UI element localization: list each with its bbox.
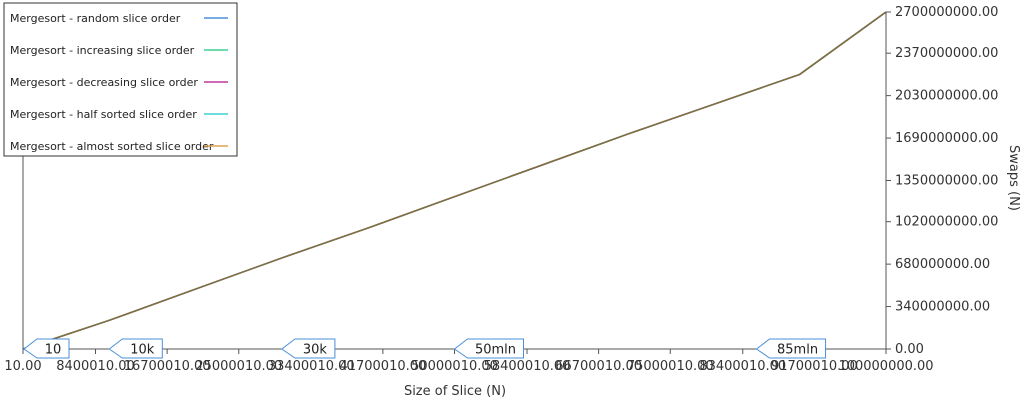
y-tick-label: 340000000.00 [895, 300, 990, 315]
y-tick-label: 2030000000.00 [895, 89, 998, 104]
x-tick-label: 50000010.00 [411, 359, 498, 374]
y-tick-label: 1690000000.00 [895, 131, 998, 146]
x-tick-label: 100000000.00 [838, 359, 933, 374]
legend-entry-0: Mergesort - random slice order [10, 12, 228, 25]
marker-label: 10k [130, 343, 155, 358]
x-tick-label: 58400010.00 [484, 359, 571, 374]
y-tick-label: 1020000000.00 [895, 215, 998, 230]
legend-label: Mergesort - random slice order [10, 12, 181, 25]
x-tick-label: 33400010.00 [268, 359, 355, 374]
x-markers: 10 10k 30k 50mln 85mln [23, 338, 827, 359]
marker-label: 10 [45, 343, 62, 358]
legend-label: Mergesort - decreasing slice order [10, 76, 198, 89]
series-lines [22, 11, 887, 350]
y-axis-title: Swaps (N) [1006, 145, 1021, 211]
x-axis-title: Size of Slice (N) [404, 384, 506, 399]
legend-entry-3: Mergesort - half sorted slice order [10, 108, 228, 121]
y-tick-label: 1350000000.00 [895, 174, 998, 189]
x-tick-label: 16700010.00 [124, 359, 211, 374]
legend-box [3, 2, 238, 157]
marker-tag-shape [281, 338, 336, 359]
legend: Mergesort - random slice order Mergesort … [3, 2, 238, 157]
marker-label: 85mln [777, 343, 818, 358]
y-tick-label: 2370000000.00 [895, 46, 998, 61]
y-tick-label: 680000000.00 [895, 257, 990, 272]
x-tick-label: 8400010.00 [56, 359, 135, 374]
y-axis-ticks: 0.00 340000000.00 680000000.00 1020000000.0… [886, 5, 998, 357]
legend-label: Mergesort - half sorted slice order [10, 108, 197, 121]
x-tick-label: 41700010.00 [339, 359, 426, 374]
legend-label: Mergesort - almost sorted slice order [10, 140, 214, 153]
marker-10: 10 [23, 338, 70, 359]
marker-30k: 30k [281, 338, 336, 359]
marker-85mln: 85mln [755, 338, 827, 359]
x-tick-label: 25000010.00 [195, 359, 282, 374]
y-tick-label: 2700000000.00 [895, 5, 998, 20]
marker-10k: 10k [108, 338, 163, 359]
marker-tag-shape [108, 338, 163, 359]
x-tick-label: 10.00 [4, 359, 41, 374]
marker-tag-shape [755, 338, 827, 359]
legend-entry-4: Mergesort - almost sorted slice order [10, 140, 228, 153]
marker-label: 50mln [475, 343, 516, 358]
x-tick-label: 66700010.00 [555, 359, 642, 374]
y-tick-label: 0.00 [895, 342, 924, 357]
marker-tag-shape [453, 338, 524, 359]
legend-entry-2: Mergesort - decreasing slice order [10, 76, 228, 89]
x-axis-ticks: 10.00 8400010.0016700010.0025000010.00334… [4, 349, 934, 374]
legend-entry-1: Mergesort - increasing slice order [10, 44, 228, 57]
legend-label: Mergesort - increasing slice order [10, 44, 195, 57]
marker-label: 30k [303, 343, 328, 358]
x-tick-label: 83400010.00 [699, 359, 786, 374]
series-line-4 [22, 11, 887, 350]
marker-50mln: 50mln [453, 338, 524, 359]
x-tick-label: 91700010.00 [771, 359, 858, 374]
x-tick-label: 75000010.00 [627, 359, 714, 374]
marker-tag-shape [23, 338, 70, 359]
